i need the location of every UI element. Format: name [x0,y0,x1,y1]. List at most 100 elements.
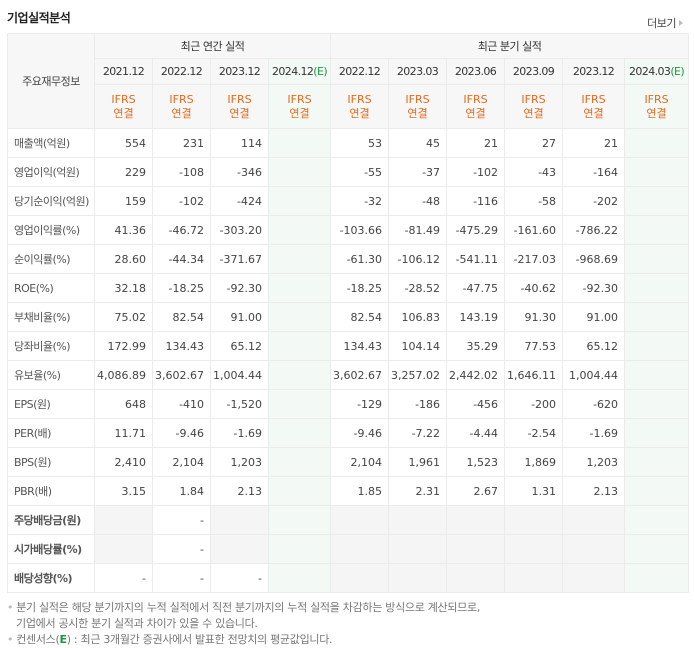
table-cell [267,186,332,216]
triangle-right-icon [679,20,683,26]
table-cell: -2.54 [504,418,564,448]
table-cell: -81.49 [388,215,448,245]
table-cell [267,331,332,361]
table-cell: - [94,563,153,593]
table-cell: 3,257.02 [388,360,448,390]
table-cell: -7.22 [388,418,448,448]
table-row: ROE(%) 32.18 -18.25 -92.30 -18.25 -28.52 -47.7… [7,273,690,303]
period-header-quarterly-0: 2022.12 [330,58,390,85]
table-cell: -968.69 [562,244,626,274]
table-cell [624,244,690,274]
table-cell: 172.99 [94,331,153,361]
table-cell: 11.71 [94,418,153,448]
table-cell [388,534,448,564]
annual-group-header: 최근 연간 실적 [93,33,332,59]
table-cell: 114 [210,128,269,158]
table-cell: -186 [388,389,448,419]
table-cell: -92.30 [210,273,269,303]
table-cell: 21 [562,128,626,158]
table-cell [624,534,690,564]
table-cell: 2,442.02 [446,360,506,390]
table-cell [388,505,448,535]
table-cell: -346 [210,157,269,187]
table-cell: 143.19 [446,302,506,332]
row-label: 주당배당금(원) [7,505,95,535]
table-cell [624,389,690,419]
table-cell: 1,523 [446,447,506,477]
ifrs-consolidated-label: IFRS 연결 [624,84,690,129]
table-row: 순이익률(%) 28.60 -44.34 -371.67 -61.30 -106.12 -5… [7,244,690,274]
period-header-annual-3: 2024.12(E) [267,58,332,85]
table-row: 영업이익률(%) 41.36 -46.72 -303.20 -103.66 -81.49-… [7,215,690,245]
table-cell [446,505,506,535]
footnote-1-cont: 기업에서 공시한 분기 실적과 차이가 있을 수 있습니다. [16,617,258,630]
period-header-annual-1: 2022.12 [152,58,211,85]
table-cell [267,302,332,332]
table-cell: -43 [504,157,564,187]
more-label: 더보기 [647,17,676,30]
table-cell [504,534,564,564]
table-cell: 53 [330,128,390,158]
table-cell: 1.31 [504,476,564,506]
table-cell: 77.53 [504,331,564,361]
table-cell: -108 [152,157,211,187]
table-cell: 3.15 [94,476,153,506]
period-header-quarterly-4: 2023.12 [562,58,626,85]
period-header-quarterly-1: 2023.03 [388,58,448,85]
table-cell: -164 [562,157,626,187]
period-header-annual-0: 2021.12 [94,58,153,85]
table-cell [267,389,332,419]
row-label: 당기순이익(억원) [7,186,95,216]
row-label: 순이익률(%) [7,244,95,274]
table-cell: 1,961 [388,447,448,477]
table-row: 부채비율(%) 75.02 82.54 91.00 82.54 106.83 143.19 9… [7,302,690,332]
table-cell [624,128,690,158]
row-label: 부채비율(%) [7,302,95,332]
table-cell: -48 [388,186,448,216]
table-cell: -303.20 [210,215,269,245]
table-cell [94,534,153,564]
table-cell: - [210,563,269,593]
table-cell [267,476,332,506]
estimate-marker: (E) [313,65,328,78]
table-cell: 75.02 [94,302,153,332]
table-cell: 4,086.89 [94,360,153,390]
table-cell: -116 [446,186,506,216]
table-cell [624,331,690,361]
footnotes: • 분기 실적은 해당 분기까지의 누적 실적에서 직전 분기까지의 누적 실적을… [7,600,480,648]
table-cell: -18.25 [152,273,211,303]
table-cell: -46.72 [152,215,211,245]
table-cell: 2.67 [446,476,506,506]
table-cell [624,157,690,187]
table-cell [94,505,153,535]
table-cell [388,563,448,593]
row-label: 영업이익률(%) [7,215,95,245]
table-cell: -1.69 [562,418,626,448]
table-row: EPS(원) 648 -410 -1,520 -129 -186 -456 -200 -620 [7,389,690,419]
table-cell [562,534,626,564]
table-cell: 134.43 [152,331,211,361]
table-cell: -58 [504,186,564,216]
table-cell: -202 [562,186,626,216]
ifrs-consolidated-label: IFRS 연결 [388,84,448,129]
table-cell: -541.11 [446,244,506,274]
row-label: 매출액(억원) [7,128,95,158]
table-cell: 231 [152,128,211,158]
table-cell: -4.44 [446,418,506,448]
table-cell [330,505,390,535]
table-cell [267,157,332,187]
table-cell [267,360,332,390]
table-cell [624,215,690,245]
table-cell: 1,004.44 [562,360,626,390]
quarterly-group-header: 최근 분기 실적 [330,33,690,59]
table-cell [267,563,332,593]
row-label: 유보율(%) [7,360,95,390]
table-cell: -40.62 [504,273,564,303]
period-header-quarterly-2: 2023.06 [446,58,506,85]
row-label: 시가배당률(%) [7,534,95,564]
table-cell [330,534,390,564]
more-link[interactable]: 더보기 [647,15,683,31]
table-cell: 1.84 [152,476,211,506]
table-cell: 106.83 [388,302,448,332]
table-row: 배당성향(%) - - - [7,563,690,593]
